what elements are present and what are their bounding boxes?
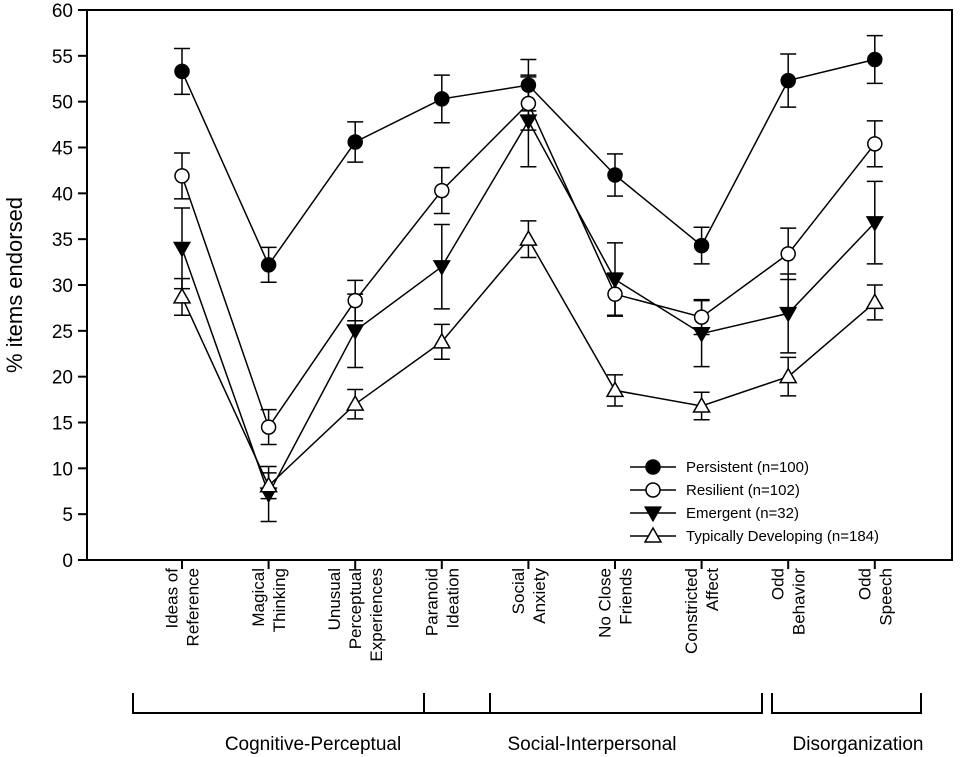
x-tick-label: Paranoid Ideation	[422, 568, 462, 636]
data-point	[867, 136, 883, 152]
x-tick-label: Unusual Perceptual Experiences	[325, 568, 386, 662]
legend: Persistent (n=100) Resilient (n=102) Emerg…	[630, 459, 879, 545]
y-tick-label: 45	[52, 139, 73, 160]
group-label: Social-Interpersonal	[508, 734, 677, 755]
legend-marker	[643, 506, 663, 523]
series-3-line	[181, 237, 876, 488]
series-line	[181, 237, 876, 488]
legend-label: Emergent (n=32)	[686, 505, 799, 522]
data-point	[434, 91, 450, 107]
data-point	[778, 367, 798, 384]
data-point	[692, 396, 711, 413]
series-0-markers	[174, 51, 883, 273]
group-bracket-0: Cognitive-Perceptual	[132, 693, 491, 755]
legend-label: Typically Developing (n=184)	[686, 528, 879, 545]
data-point	[345, 394, 365, 411]
y-tick-label: 35	[52, 230, 73, 251]
plot-frame	[86, 9, 953, 561]
x-tick-label: Odd Speech	[855, 568, 895, 626]
y-tick-label: 55	[52, 47, 73, 68]
data-point	[347, 292, 363, 309]
y-tick-label: 20	[52, 368, 73, 389]
series-layer	[172, 34, 885, 523]
series-2-markers	[172, 114, 884, 504]
group-label: Cognitive-Perceptual	[225, 734, 401, 755]
series-2-line	[181, 119, 876, 496]
data-point	[693, 309, 710, 325]
data-point	[347, 134, 363, 150]
data-point	[172, 241, 192, 258]
x-tick-label: Ideas of Reference	[163, 568, 203, 647]
x-tick-label: Odd Behavior	[769, 568, 809, 635]
data-point	[519, 229, 538, 246]
y-tick-label: 50	[52, 93, 73, 114]
y-tick-label: 15	[52, 414, 73, 435]
axes: 0 5 10 15 20 25 30 35 40 45 50 55 60 % items endorsed…	[2, 1, 953, 662]
data-point	[779, 306, 798, 323]
data-point	[346, 324, 365, 341]
data-point	[607, 167, 623, 183]
data-point	[519, 114, 538, 131]
data-point	[172, 287, 192, 304]
data-point	[605, 380, 625, 398]
data-point	[780, 72, 796, 89]
y-tick-label: 60	[52, 1, 73, 22]
data-point	[432, 332, 452, 349]
legend-label: Persistent (n=100)	[686, 459, 809, 476]
legend-marker	[645, 482, 661, 498]
legend-marker	[645, 459, 661, 475]
series-3-markers	[172, 229, 885, 493]
data-point	[520, 77, 537, 93]
data-point	[692, 326, 711, 343]
data-point	[259, 476, 278, 493]
y-axis-label: % items endorsed	[2, 197, 27, 373]
x-tick-label: Social Anxiety	[509, 568, 549, 624]
data-point	[434, 182, 450, 199]
bracket-line	[423, 693, 763, 714]
data-point	[780, 246, 796, 262]
data-point	[865, 216, 884, 232]
data-point	[174, 168, 190, 184]
data-point	[605, 272, 625, 289]
data-point	[867, 51, 883, 68]
y-tick-label: 30	[52, 276, 73, 297]
y-tick-label: 40	[52, 184, 73, 205]
data-point	[260, 257, 277, 273]
bracket-line	[132, 693, 491, 714]
data-point	[174, 63, 190, 80]
y-tick-label: 0	[62, 551, 73, 572]
group-brackets: Cognitive-Perceptual Social-Interpersonal…	[132, 693, 924, 755]
y-tick-label: 10	[52, 459, 73, 480]
x-tick-label: Constricted Affect	[682, 568, 722, 654]
x-tick-label: No Close Friends	[596, 568, 636, 638]
series-2-errorbars	[174, 74, 883, 523]
group-label: Disorganization	[793, 734, 924, 755]
data-point	[693, 237, 710, 254]
y-tick-label: 5	[62, 505, 73, 526]
bracket-line	[771, 693, 922, 714]
group-bracket-1: Social-Interpersonal	[423, 693, 763, 755]
legend-marker	[643, 526, 663, 543]
group-bracket-2: Disorganization	[771, 693, 924, 755]
data-point	[432, 260, 451, 276]
x-tick-label: Magical Thinking	[249, 568, 289, 632]
data-point	[865, 292, 885, 310]
legend-label: Resilient (n=102)	[686, 482, 800, 499]
data-point	[520, 95, 537, 112]
y-tick-label: 25	[52, 322, 73, 343]
series-1-markers	[174, 95, 883, 435]
series-line	[181, 119, 876, 496]
data-point	[260, 419, 277, 435]
data-point	[607, 286, 623, 302]
